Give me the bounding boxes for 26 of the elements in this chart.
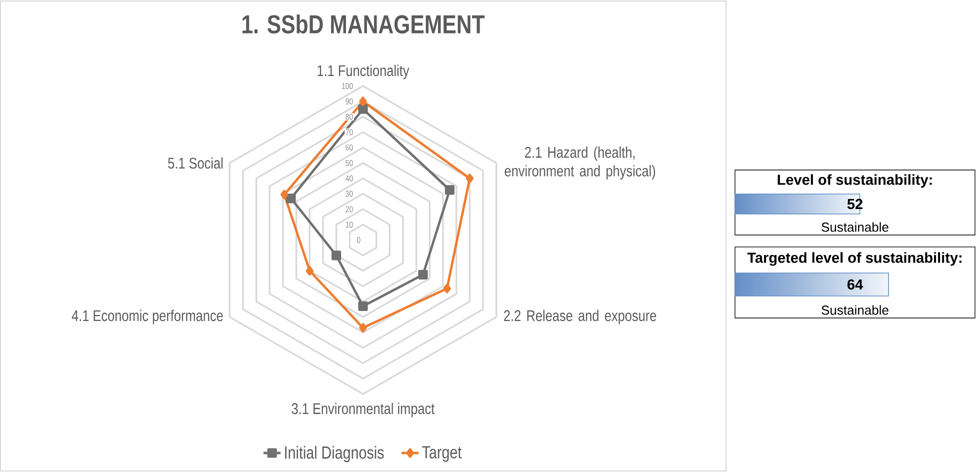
text: Sustainable [822, 222, 888, 232]
spoke-label: 4.1 Economic performance [72, 310, 223, 324]
chart-title: 1. SSbD MANAGEMENT [242, 14, 485, 34]
legend-label: Initial Diagnosis [285, 446, 384, 462]
y-tick-label: 60 [346, 144, 353, 151]
y-tick-label: 10 [346, 222, 353, 228]
y-tick-label: 70 [346, 129, 353, 136]
y-tick-label: 20 [346, 206, 353, 212]
y-tick-label: 50 [346, 160, 353, 166]
spoke-label: 1.1 Functionality [318, 64, 410, 80]
data-label: 64 [847, 279, 863, 290]
spoke-label: 2.1 Hazard (health, environment and physical) [504, 146, 656, 180]
legend-label: Target [422, 446, 462, 462]
spoke-label: 5.1 Social [168, 157, 223, 169]
spoke-label: 3.1 Environmental impact [292, 402, 435, 418]
spoke-label: 2.2 Release and exposure [504, 310, 656, 324]
y-tick-label: 30 [346, 190, 353, 197]
data-label: 52 [847, 198, 862, 210]
y-tick-label: 100 [342, 82, 353, 89]
text: Targeted level of sustainability: [747, 252, 962, 266]
text: Level of sustainability: [778, 174, 932, 188]
y-tick-label: 0 [356, 236, 360, 243]
text: Sustainable [822, 305, 888, 315]
y-tick-label: 40 [346, 175, 353, 182]
y-tick-label: 80 [346, 114, 353, 120]
y-tick-label: 90 [346, 98, 353, 104]
